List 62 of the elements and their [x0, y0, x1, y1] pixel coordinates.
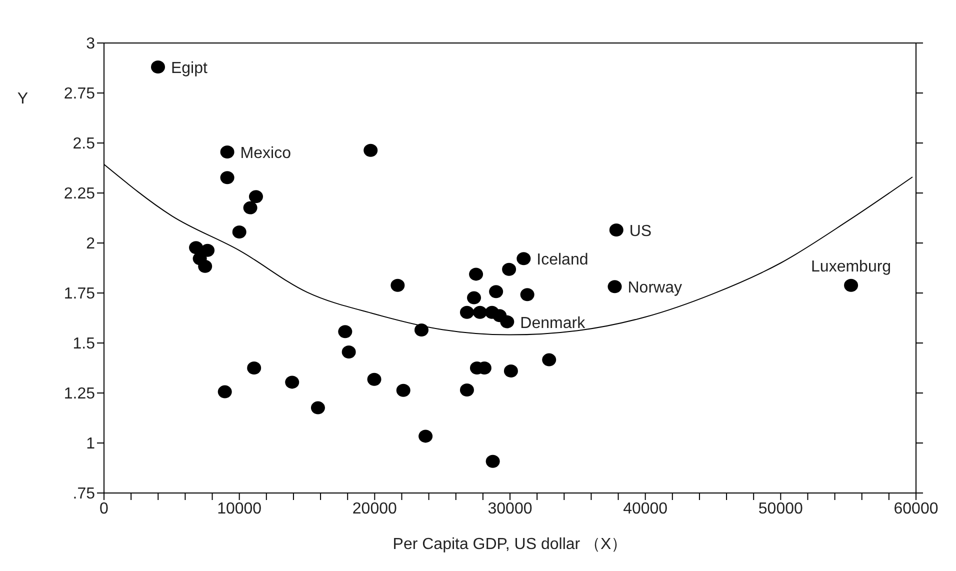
x-tick-label: 50000 — [758, 500, 804, 518]
x-tick-label: 40000 — [623, 500, 668, 518]
point — [247, 362, 262, 374]
point — [609, 224, 624, 236]
x-tick-label: 60000 — [894, 500, 938, 518]
y-tick-label: 2.5 — [72, 136, 96, 153]
point — [198, 260, 212, 273]
point — [418, 430, 433, 443]
y-axis-title: Y — [17, 90, 28, 108]
y-tick-label: .75 — [72, 486, 96, 503]
y-tick-label: 1.25 — [64, 386, 96, 403]
point — [608, 280, 622, 294]
y-tick-label: 2 — [86, 236, 96, 253]
point — [364, 144, 378, 157]
point — [516, 252, 531, 266]
x-tick-label: 20000 — [352, 500, 398, 518]
annotation: Iceland — [536, 252, 588, 269]
x-tick-label: 10000 — [217, 500, 262, 518]
point — [390, 278, 405, 292]
point — [504, 364, 518, 378]
point — [502, 262, 516, 276]
point — [367, 372, 382, 386]
y-tick-label: 2.75 — [64, 86, 96, 103]
point — [472, 306, 487, 319]
point — [248, 190, 263, 204]
point — [542, 353, 556, 366]
point — [220, 146, 234, 158]
point — [396, 384, 410, 397]
y-tick-label: 1 — [86, 436, 96, 453]
annotation: Denmark — [520, 314, 586, 332]
x-tick-label: 30000 — [488, 500, 532, 518]
point — [243, 201, 258, 214]
point — [200, 244, 215, 257]
point — [460, 384, 474, 396]
point — [469, 268, 484, 281]
annotation: Luxemburg — [811, 258, 892, 276]
point — [486, 454, 500, 468]
point — [342, 346, 356, 358]
y-tick-label: 1.75 — [64, 286, 96, 303]
annotation: US — [629, 223, 652, 240]
point — [520, 288, 534, 302]
y-tick-label: 3 — [86, 36, 96, 53]
point — [489, 285, 504, 298]
point — [460, 306, 474, 319]
y-tick-label: 1.5 — [72, 336, 96, 353]
point — [844, 278, 858, 292]
point — [500, 315, 514, 328]
point — [338, 325, 352, 338]
point — [467, 291, 481, 304]
point — [285, 376, 300, 389]
annotation: Egipt — [171, 60, 208, 77]
annotation: Mexico — [240, 145, 292, 162]
point — [218, 385, 232, 398]
point — [232, 226, 246, 238]
point — [414, 324, 428, 336]
point — [151, 60, 165, 74]
x-axis-title: Per Capita GDP, US dollar （X） — [392, 536, 628, 553]
annotation: Norway — [628, 280, 682, 297]
x-tick-label: 0 — [100, 500, 109, 518]
point — [220, 171, 234, 184]
y-tick-label: 2.25 — [64, 186, 96, 203]
point — [310, 401, 325, 414]
